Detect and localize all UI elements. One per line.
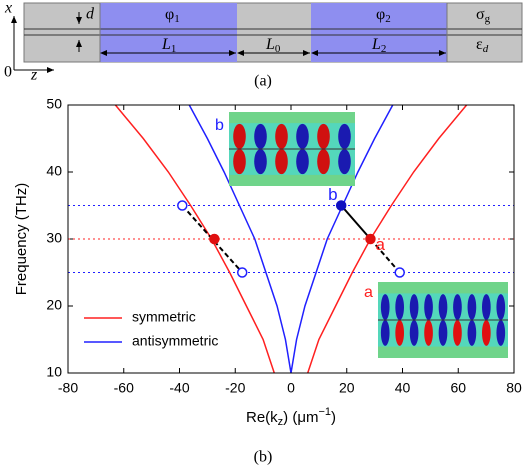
- axis-z-label: z: [30, 67, 38, 84]
- field-lobe: [467, 320, 477, 346]
- x-tick-label: 20: [339, 380, 355, 396]
- field-lobe: [409, 320, 419, 346]
- symbol: σ: [476, 6, 485, 23]
- field-lobe: [317, 149, 330, 175]
- x-tick-label: 0: [287, 380, 295, 396]
- symbol: L: [161, 36, 171, 53]
- y-tick-label: 20: [46, 297, 62, 313]
- field-inset: [378, 282, 508, 358]
- mode-point: [236, 267, 248, 278]
- field-lobe: [380, 320, 390, 346]
- axis-x-label: x: [4, 0, 12, 17]
- inset-label: a: [364, 284, 373, 301]
- inset-label: b: [215, 117, 224, 134]
- field-lobe: [380, 294, 390, 320]
- subscript: 2: [385, 13, 391, 25]
- subscript: 1: [174, 13, 180, 25]
- legend-label: symmetric: [132, 309, 196, 325]
- eps-label: εd: [476, 36, 489, 55]
- field-lobe: [496, 294, 506, 320]
- subscript: d: [483, 43, 489, 55]
- dispersion-curve: [188, 104, 292, 374]
- field-lobe: [496, 320, 506, 346]
- phi1-label: φ1: [165, 6, 180, 25]
- label-part: ) (μm: [283, 409, 318, 426]
- field-lobe: [275, 149, 288, 175]
- label-part: Re(k: [246, 409, 278, 426]
- field-lobe: [395, 294, 404, 320]
- L0-label: L0: [265, 36, 281, 55]
- field-lobe: [296, 149, 309, 175]
- field-lobe: [275, 123, 288, 149]
- y-tick-label: 40: [46, 163, 62, 179]
- mode-point: [335, 200, 347, 211]
- L2-label: L2: [371, 36, 386, 55]
- schematic: d φ1 φ2 L1 L0 L2 σg εd x 0 z (a): [4, 0, 523, 90]
- symbol: L: [371, 36, 381, 53]
- mode-point: [365, 233, 376, 245]
- x-tick-label: -60: [114, 380, 134, 396]
- annotation: a: [375, 235, 385, 254]
- phi2-label: φ2: [376, 6, 391, 25]
- symbol: φ: [376, 6, 385, 23]
- field-lobe: [453, 294, 462, 320]
- x-tick-label: -80: [58, 380, 78, 396]
- mode-point: [209, 233, 220, 245]
- y-tick-label: 10: [46, 364, 62, 380]
- subscript: g: [485, 13, 491, 25]
- connector: [340, 204, 372, 240]
- x-tick-label: -20: [225, 380, 245, 396]
- L1-label: L1: [161, 36, 176, 55]
- superscript: −1: [318, 406, 331, 418]
- origin-label: 0: [4, 64, 12, 81]
- field-lobe: [233, 123, 246, 149]
- symbol: L: [265, 36, 275, 53]
- label-part: ): [331, 409, 336, 426]
- field-lobe: [438, 320, 448, 346]
- thickness-label: d: [86, 6, 95, 23]
- x-tick-label: 40: [395, 380, 411, 396]
- subscript: 1: [171, 43, 177, 55]
- mode-point: [177, 200, 188, 211]
- y-tick-label: 50: [46, 96, 62, 112]
- field-lobe: [424, 294, 433, 320]
- field-lobe: [438, 294, 448, 320]
- field-lobe: [338, 149, 351, 175]
- subscript: 2: [381, 43, 387, 55]
- field-lobe: [254, 123, 267, 149]
- symbol: φ: [165, 6, 174, 23]
- field-lobe: [482, 294, 491, 320]
- y-axis-label: Frequency (THz): [13, 183, 30, 296]
- field-lobe: [453, 320, 462, 346]
- plot-frame: [67, 104, 515, 374]
- field-lobe: [317, 123, 330, 149]
- field-lobe: [395, 320, 404, 346]
- y-tick-label: 30: [46, 230, 62, 246]
- annotation: b: [328, 185, 337, 204]
- caption: (b): [254, 449, 273, 466]
- field-lobe: [254, 149, 267, 175]
- field-lobe: [296, 123, 309, 149]
- field-lobe: [467, 294, 477, 320]
- x-tick-label: 60: [450, 380, 466, 396]
- subscript: z: [278, 416, 284, 428]
- field-inset: [229, 112, 355, 186]
- x-tick-label: -40: [169, 380, 189, 396]
- symbol: ε: [476, 36, 483, 53]
- sigma-label: σg: [476, 6, 491, 25]
- mode-point: [394, 267, 405, 278]
- caption: (a): [254, 73, 272, 90]
- legend-label: antisymmetric: [132, 333, 218, 349]
- field-lobe: [409, 294, 419, 320]
- field-lobe: [424, 320, 433, 346]
- dispersion-curve: [290, 104, 394, 374]
- x-axis-label: Re(kz) (μm−1): [246, 406, 336, 428]
- field-lobe: [233, 149, 246, 175]
- x-tick-label: 80: [506, 380, 522, 396]
- field-lobe: [482, 320, 491, 346]
- subscript: 0: [275, 43, 281, 55]
- field-lobe: [338, 123, 351, 149]
